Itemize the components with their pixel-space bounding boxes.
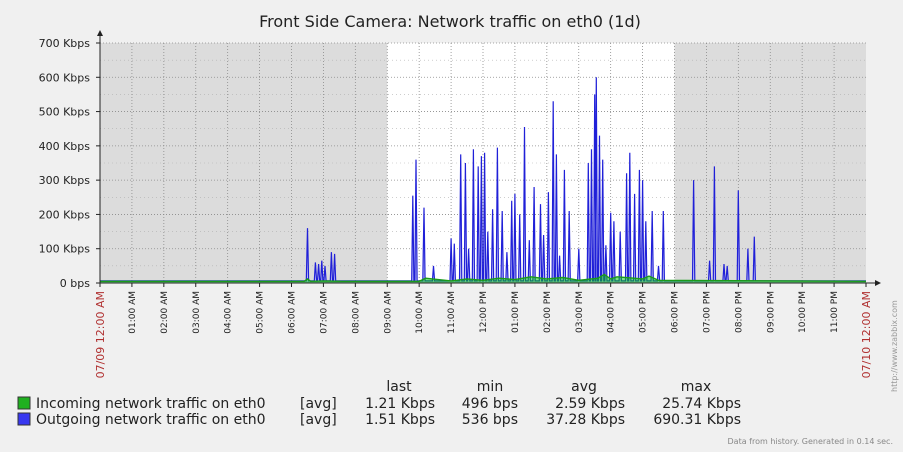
incoming-series-line: [100, 273, 867, 283]
x-tick-label: 02:00 PM: [543, 291, 553, 333]
y-tick-label: 200 Kbps: [39, 208, 91, 221]
x-tick-label: 10:00 AM: [415, 291, 425, 334]
legend-last-incoming: 1.21 Kbps: [365, 396, 435, 412]
x-tick-label: 07:00 PM: [702, 291, 712, 333]
y-tick-label: 500 Kbps: [39, 106, 91, 119]
x-tick-label: 08:00 PM: [734, 291, 744, 333]
x-tick-label: 03:00 PM: [575, 291, 585, 333]
legend-func-outgoing: [avg]: [300, 412, 337, 428]
series-layer: [100, 77, 867, 283]
y-tick-labels: 0 bps 100 Kbps 200 Kbps 300 Kbps 400 Kbps 500…: [39, 37, 91, 290]
x-tick-label-start: 07/09 12:00 AM: [94, 291, 107, 378]
axes: [96, 30, 881, 287]
x-tick-label: 09:00 AM: [383, 291, 393, 334]
zabbix-side-text: http://www.zabbix.com: [890, 300, 899, 392]
x-tick-label: 01:00 PM: [511, 291, 521, 333]
x-tick-label: 05:00 AM: [256, 291, 266, 334]
legend-header-avg: avg: [571, 379, 597, 395]
y-tick-label: 700 Kbps: [39, 37, 91, 50]
y-tick-label: 400 Kbps: [39, 140, 91, 153]
x-tick-label: 05:00 PM: [639, 291, 649, 333]
y-tick-label: 600 Kbps: [39, 71, 91, 84]
legend-min-incoming: 496 bps: [462, 396, 518, 412]
legend-func-incoming: [avg]: [300, 396, 337, 412]
legend-swatch-incoming: [17, 396, 31, 410]
x-tick-labels: 07/09 12:00 AM 01:00 AM 02:00 AM 03:00 AM 04…: [94, 291, 873, 378]
y-tick-label: 0 bps: [60, 277, 90, 290]
x-tick-label: 08:00 AM: [351, 291, 361, 334]
legend-max-outgoing: 690.31 Kbps: [653, 412, 741, 428]
x-tick-label: 02:00 AM: [160, 291, 170, 334]
legend-name-outgoing: Outgoing network traffic on eth0: [36, 412, 266, 428]
legend-min-outgoing: 536 bps: [462, 412, 518, 428]
x-tick-label: 06:00 PM: [671, 291, 681, 333]
x-tick-label: 11:00 AM: [447, 291, 457, 334]
y-tick-label: 100 Kbps: [39, 243, 91, 256]
x-tick-label: 03:00 AM: [192, 291, 202, 334]
legend-avg-outgoing: 37.28 Kbps: [546, 412, 625, 428]
chart-title: Front Side Camera: Network traffic on et…: [259, 12, 641, 31]
x-tick-label: 09:00 PM: [766, 291, 776, 333]
legend: last min avg max Incoming network traffi…: [17, 379, 741, 428]
legend-header-min: min: [477, 379, 503, 395]
grid-lines: [100, 42, 866, 283]
y-axis-arrow: [97, 30, 103, 36]
x-tick-label: 06:00 AM: [288, 291, 298, 334]
x-tick-label-end: 07/10 12:00 AM: [860, 291, 873, 378]
x-tick-label: 04:00 PM: [607, 291, 617, 333]
legend-max-incoming: 25.74 Kbps: [662, 396, 741, 412]
x-tick-label: 04:00 AM: [224, 291, 234, 334]
x-tick-label: 11:00 PM: [830, 291, 840, 333]
x-tick-label: 12:00 PM: [479, 291, 489, 333]
plot-area-working-hours: [387, 43, 675, 283]
x-tick-label: 01:00 AM: [128, 291, 138, 334]
x-tick-label: 10:00 PM: [798, 291, 808, 333]
legend-name-incoming: Incoming network traffic on eth0: [36, 396, 266, 412]
x-axis-arrow: [875, 280, 881, 286]
legend-header-max: max: [681, 379, 712, 395]
legend-last-outgoing: 1.51 Kbps: [365, 412, 435, 428]
legend-avg-incoming: 2.59 Kbps: [555, 396, 625, 412]
y-tick-label: 300 Kbps: [39, 174, 91, 187]
x-tick-label: 07:00 AM: [319, 291, 329, 334]
footer-generated-note: Data from history. Generated in 0.14 sec…: [728, 437, 893, 446]
legend-swatch-outgoing: [17, 412, 31, 426]
legend-header-last: last: [386, 379, 412, 395]
